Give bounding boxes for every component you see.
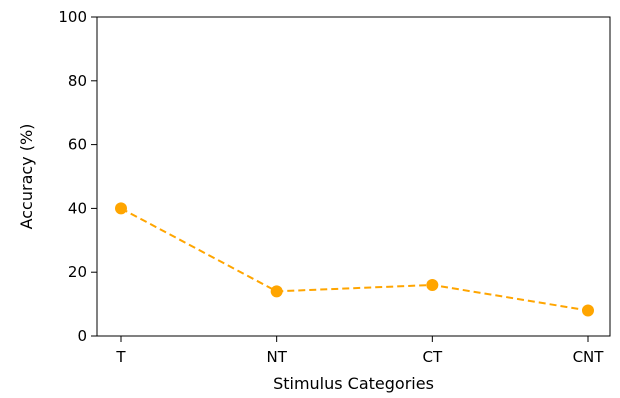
y-axis-ticks: 0 20 40 60 80 100 [58,8,97,345]
y-tick-label: 20 [68,263,87,281]
y-tick-label: 40 [68,199,87,217]
y-tick-label: 60 [68,136,87,154]
series-layer [115,202,594,317]
y-tick-label: 0 [77,327,87,345]
y-tick-label: 80 [68,72,87,90]
y-tick-label: 100 [58,8,87,26]
y-axis-label: Accuracy (%) [17,124,36,230]
x-tick-label-ct: CT [423,348,443,366]
data-point-ct [426,278,439,291]
data-point-t [115,202,127,215]
series-line [120,207,589,312]
data-point-cnt [582,304,594,317]
x-axis-ticks: T NT CT CNT [115,336,604,366]
data-point-nt [270,285,283,298]
x-tick-label-t: T [115,348,126,366]
x-tick-label-nt: NT [266,348,287,366]
x-axis-label: Stimulus Categories [273,374,434,393]
x-tick-label-cnt: CNT [573,348,605,366]
plot-frame [96,16,611,337]
